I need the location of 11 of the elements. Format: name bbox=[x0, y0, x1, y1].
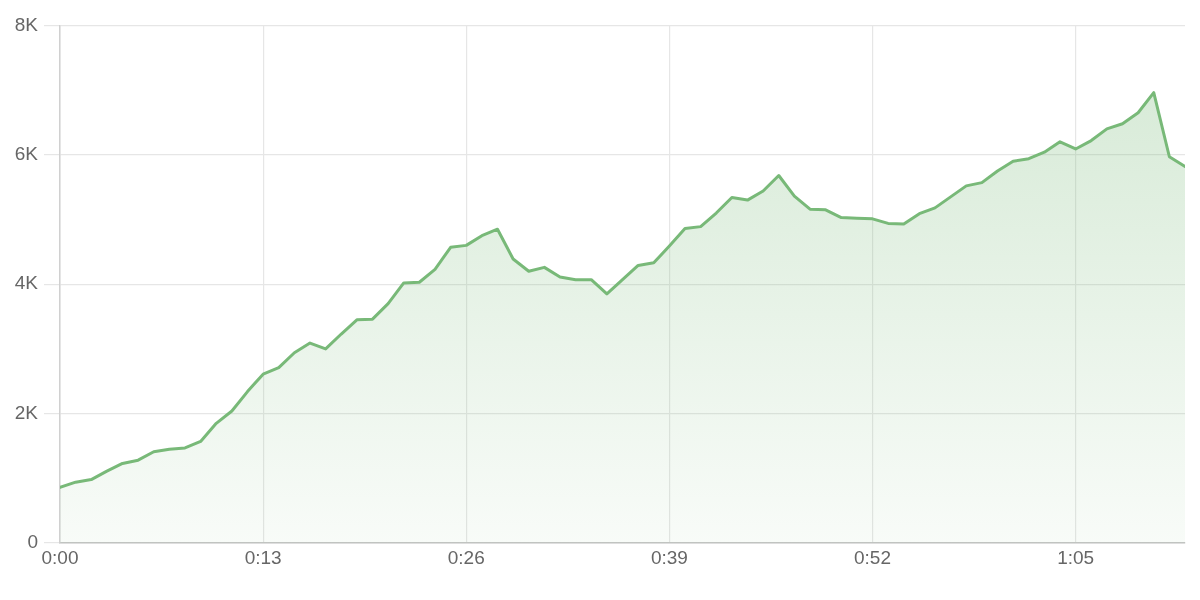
y-tick-label: 0 bbox=[27, 531, 38, 553]
y-tick-label: 8K bbox=[14, 13, 39, 35]
x-tick-label: 0:13 bbox=[244, 546, 282, 568]
x-tick-label: 1:05 bbox=[1057, 546, 1095, 568]
x-tick-label: 0:39 bbox=[650, 546, 688, 568]
x-tick-label: 0:00 bbox=[41, 546, 79, 568]
y-tick-label: 2K bbox=[14, 401, 39, 423]
x-tick-label: 0:52 bbox=[854, 546, 891, 568]
y-tick-label: 6K bbox=[14, 143, 39, 165]
y-tick-label: 4K bbox=[14, 272, 39, 294]
x-tick-label: 0:26 bbox=[447, 546, 485, 568]
